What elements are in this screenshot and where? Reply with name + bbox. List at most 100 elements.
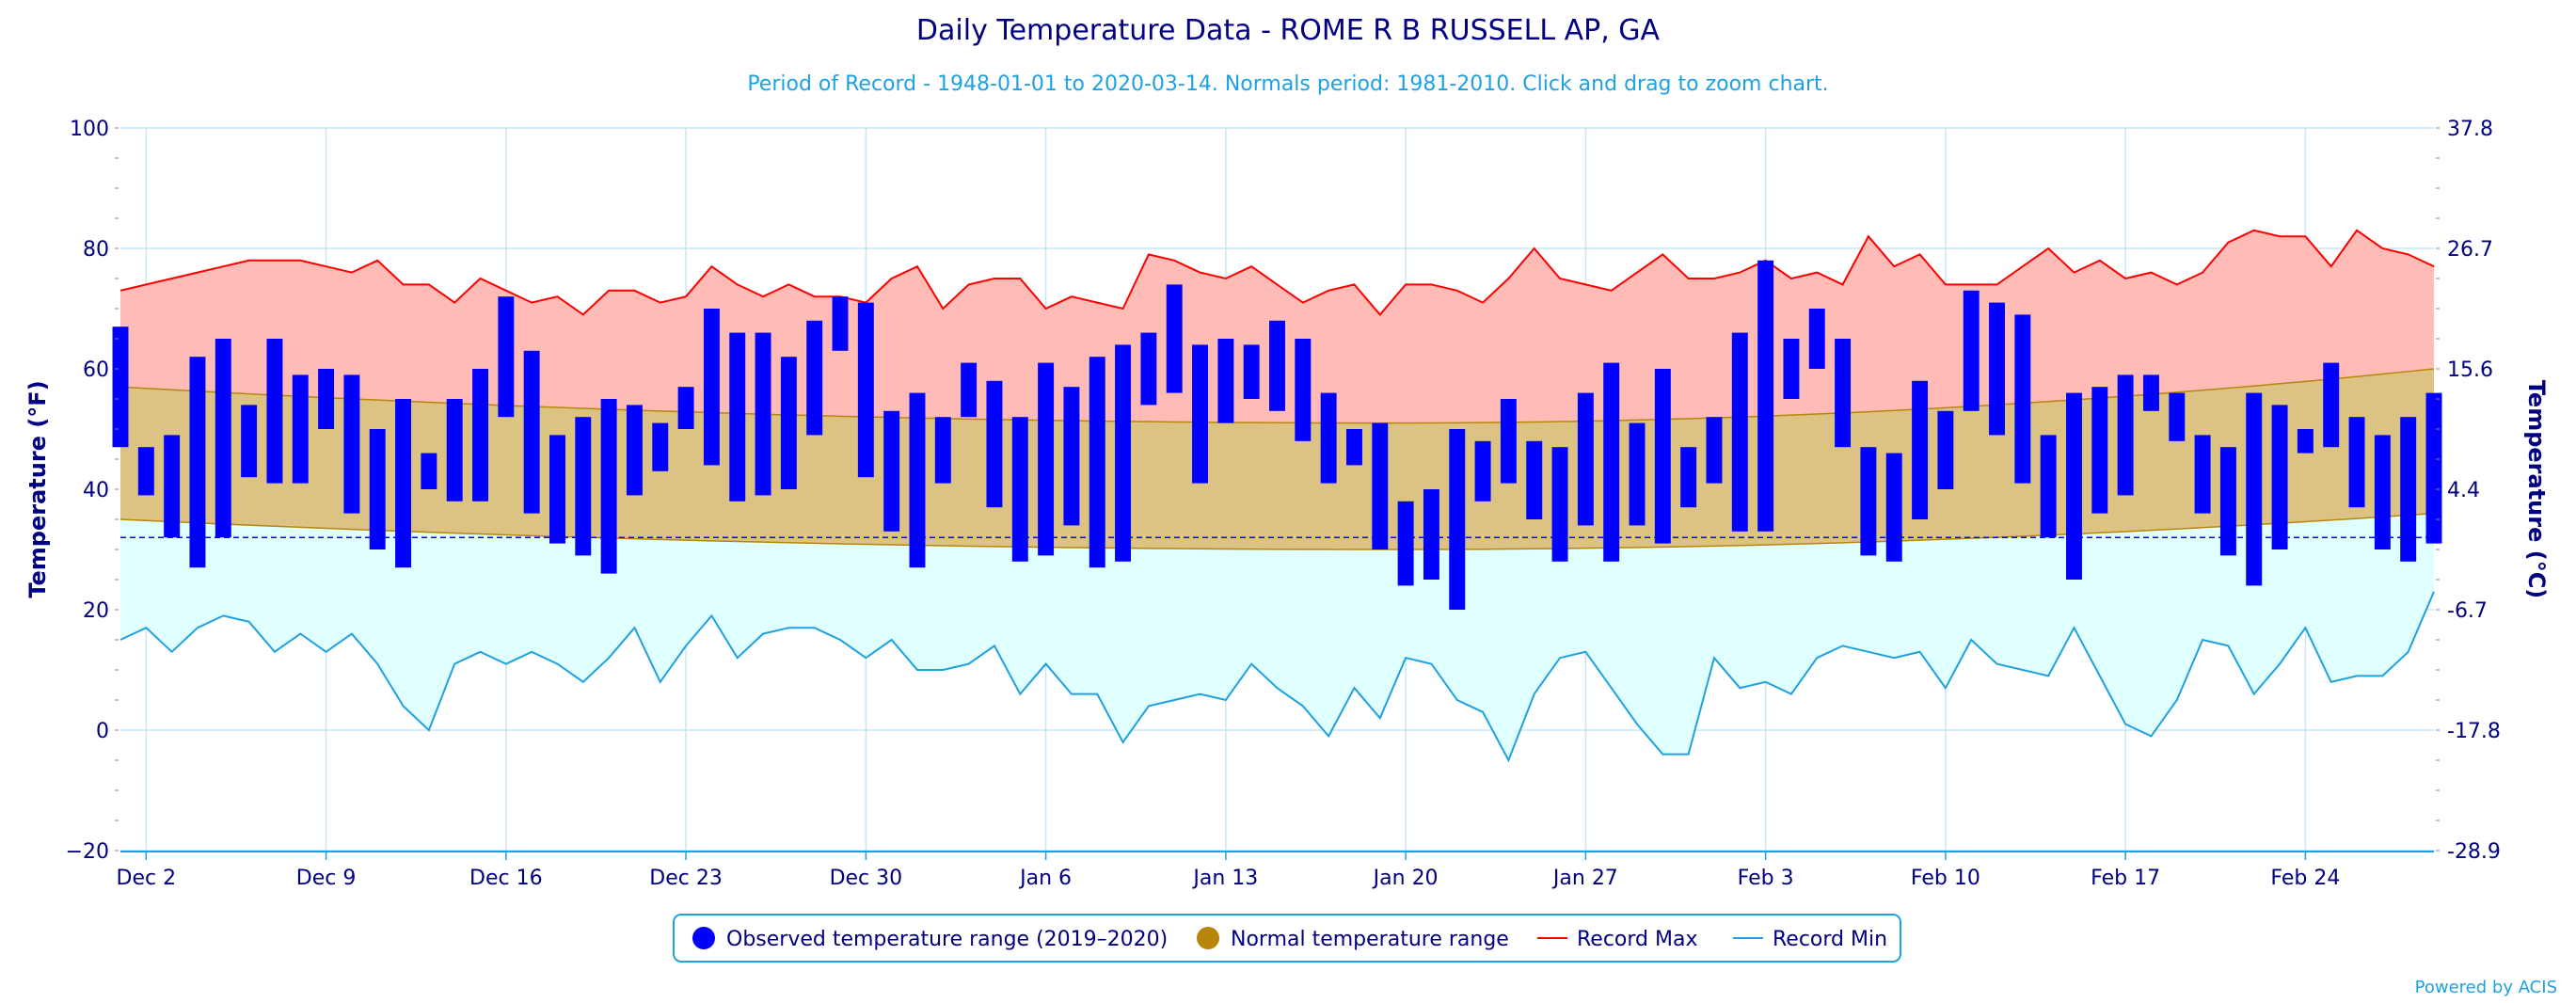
observed-bar[interactable] — [1063, 387, 1080, 526]
observed-bar[interactable] — [1089, 357, 1105, 568]
observed-bar[interactable] — [2323, 362, 2340, 448]
observed-bar[interactable] — [2271, 405, 2288, 549]
observed-bar[interactable] — [472, 369, 488, 502]
observed-bar[interactable] — [1808, 309, 1825, 369]
observed-bar[interactable] — [1011, 417, 1028, 562]
observed-bar[interactable] — [112, 326, 129, 448]
observed-bar[interactable] — [2091, 387, 2108, 514]
observed-bar[interactable] — [1654, 369, 1671, 544]
x-tick-label: Jan 20 — [1372, 867, 1439, 890]
observed-bar[interactable] — [1706, 417, 1723, 484]
observed-bar[interactable] — [600, 399, 617, 574]
observed-bar[interactable] — [1423, 489, 1439, 580]
observed-bar[interactable] — [241, 405, 258, 478]
observed-bar[interactable] — [1269, 320, 1285, 411]
observed-bar[interactable] — [1860, 447, 1877, 556]
observed-bar[interactable] — [1500, 399, 1517, 484]
observed-bar[interactable] — [1115, 344, 1132, 562]
observed-bar[interactable] — [2400, 417, 2417, 562]
observed-bar[interactable] — [215, 339, 231, 538]
observed-bar[interactable] — [498, 296, 515, 418]
observed-bar[interactable] — [1989, 302, 2005, 436]
observed-bar[interactable] — [1526, 440, 1543, 519]
observed-bar[interactable] — [292, 374, 309, 484]
observed-bar[interactable] — [909, 392, 926, 568]
observed-bar[interactable] — [755, 332, 771, 496]
observed-bar[interactable] — [575, 417, 592, 556]
observed-bar[interactable] — [2014, 314, 2031, 484]
observed-bar[interactable] — [1345, 429, 1362, 466]
observed-bar[interactable] — [1295, 339, 1312, 441]
observed-bar[interactable] — [677, 387, 694, 429]
observed-bar[interactable] — [703, 309, 720, 466]
observed-bar[interactable] — [2194, 435, 2211, 514]
observed-bar[interactable] — [1320, 392, 1337, 484]
observed-bar[interactable] — [1835, 339, 1852, 448]
observed-bar[interactable] — [266, 339, 283, 484]
observed-bar[interactable] — [1937, 410, 1954, 489]
observed-bar[interactable] — [1140, 332, 1157, 406]
observed-bar[interactable] — [626, 405, 643, 496]
plot-area[interactable]: 100 37.8 80 26.7 60 15.6 40 4.4 20 -6.7 0 -17.8 −20 -… — [66, 118, 2501, 890]
observed-bar[interactable] — [395, 399, 412, 568]
observed-bar[interactable] — [1474, 440, 1491, 502]
observed-bar[interactable] — [164, 435, 181, 538]
observed-bar[interactable] — [2066, 392, 2082, 580]
y-tick-label-right: -17.8 — [2447, 720, 2501, 743]
observed-bar[interactable] — [1038, 362, 1055, 556]
observed-bar[interactable] — [523, 350, 540, 514]
observed-bar[interactable] — [2169, 392, 2186, 441]
observed-bar[interactable] — [549, 435, 565, 544]
observed-bar[interactable] — [1603, 362, 1620, 562]
observed-bar[interactable] — [1885, 453, 1902, 562]
observed-bar[interactable] — [1731, 332, 1748, 532]
observed-bar[interactable] — [1783, 339, 1800, 399]
observed-bar[interactable] — [421, 453, 437, 489]
observed-bar[interactable] — [446, 399, 463, 502]
observed-bar[interactable] — [883, 410, 900, 532]
observed-bar[interactable] — [857, 302, 874, 478]
observed-bar[interactable] — [1217, 339, 1234, 423]
observed-bar[interactable] — [2219, 447, 2236, 556]
observed-bar[interactable] — [832, 296, 849, 351]
credit-link[interactable]: Powered by ACIS — [2415, 978, 2557, 997]
observed-bar[interactable] — [318, 369, 335, 429]
observed-bar[interactable] — [934, 417, 951, 484]
observed-bar[interactable] — [1963, 290, 1980, 411]
legend-item-normal[interactable]: Normal temperature range — [1197, 927, 1509, 951]
observed-bar[interactable] — [1372, 422, 1389, 549]
observed-bar[interactable] — [2348, 417, 2365, 508]
observed-bar[interactable] — [1192, 344, 1209, 484]
observed-bar[interactable] — [1680, 447, 1697, 508]
observed-bar[interactable] — [2297, 429, 2314, 454]
observed-bar[interactable] — [961, 362, 978, 418]
observed-bar[interactable] — [1449, 429, 1466, 610]
observed-bar[interactable] — [1243, 344, 1260, 399]
observed-bar[interactable] — [652, 422, 669, 471]
observed-bar[interactable] — [1757, 260, 1774, 532]
observed-bar[interactable] — [2040, 435, 2057, 538]
observed-bar[interactable] — [780, 357, 797, 489]
observed-bar[interactable] — [369, 429, 386, 549]
observed-bar[interactable] — [137, 447, 154, 496]
legend-item-record-min[interactable]: Record Min — [1733, 928, 1887, 951]
observed-bar[interactable] — [986, 380, 1003, 508]
observed-bar[interactable] — [2246, 392, 2263, 586]
observed-bar[interactable] — [729, 332, 746, 502]
observed-bar[interactable] — [2374, 435, 2391, 549]
observed-bar[interactable] — [2117, 374, 2134, 496]
observed-bar[interactable] — [2425, 392, 2442, 544]
observed-bar[interactable] — [1577, 392, 1594, 526]
observed-bar[interactable] — [2142, 374, 2159, 411]
observed-bar[interactable] — [1912, 380, 1929, 519]
observed-bar[interactable] — [806, 320, 823, 436]
legend-item-record-max[interactable]: Record Max — [1537, 928, 1698, 951]
observed-bar[interactable] — [343, 374, 360, 514]
observed-bar[interactable] — [189, 357, 206, 568]
observed-bar[interactable] — [1629, 422, 1646, 526]
observed-bar[interactable] — [1397, 501, 1414, 586]
observed-bar[interactable] — [1551, 447, 1568, 562]
legend-item-observed[interactable]: Observed temperature range (2019–2020) — [692, 927, 1168, 951]
observed-bar[interactable] — [1166, 284, 1183, 393]
